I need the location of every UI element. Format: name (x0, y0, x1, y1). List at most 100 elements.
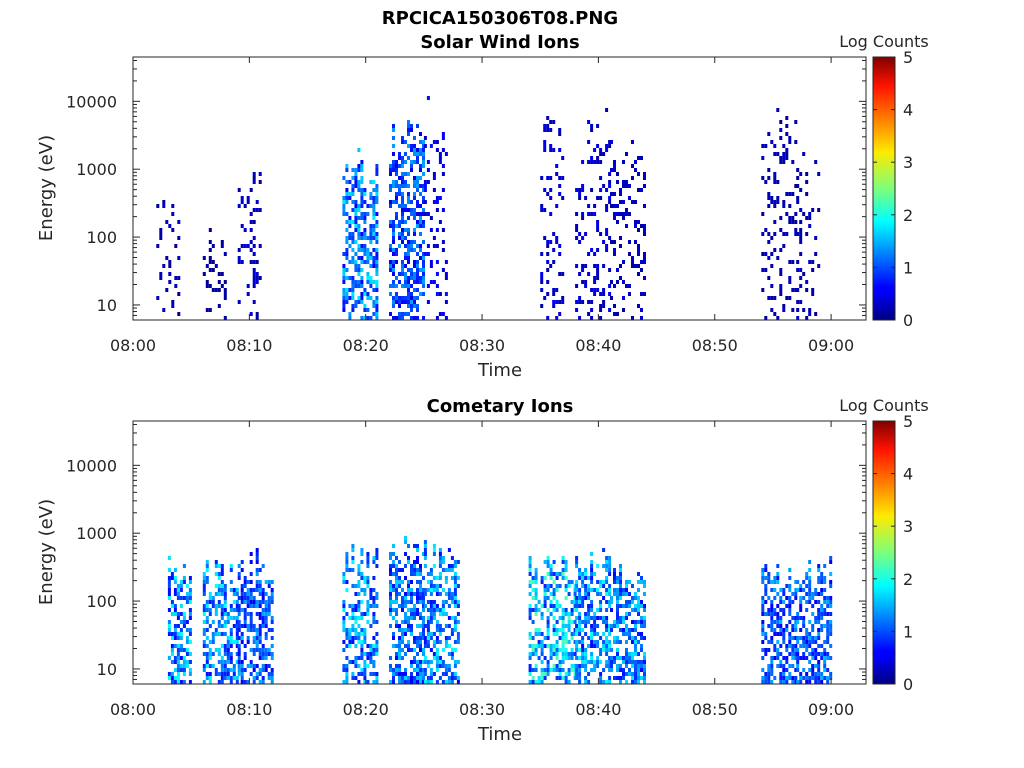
heat-cell (438, 572, 442, 576)
heat-cell (590, 288, 594, 292)
heat-cell (546, 660, 550, 664)
heat-cell (267, 584, 271, 588)
heat-cell (249, 560, 253, 564)
heat-cell (372, 620, 376, 624)
heat-cell (348, 244, 352, 248)
heat-cell (441, 164, 445, 168)
heat-cell (363, 232, 367, 236)
heat-cell (820, 604, 824, 608)
heat-cell (217, 620, 221, 624)
heat-cell (211, 636, 215, 640)
heat-cell (372, 312, 376, 316)
heat-cell (817, 600, 821, 604)
heat-cell (767, 176, 771, 180)
heat-cell (261, 588, 265, 592)
heat-cell (205, 564, 209, 568)
heat-cell (619, 616, 622, 620)
heat-cell (398, 232, 401, 236)
heat-cell (587, 592, 591, 596)
heat-cell (543, 128, 547, 132)
heat-cell (767, 276, 771, 280)
x-tick-label: 08:10 (226, 700, 272, 719)
heat-cell (363, 212, 367, 216)
heat-cell (558, 128, 562, 132)
heat-cell (351, 568, 355, 572)
heat-cell (534, 592, 538, 596)
heat-cell (229, 652, 233, 656)
heat-cell (613, 620, 616, 624)
heat-cell (267, 596, 271, 600)
heat-cell (450, 568, 454, 572)
heat-cell (543, 576, 547, 580)
heat-cell (564, 568, 568, 572)
heat-cell (258, 172, 262, 176)
heat-cell (640, 620, 643, 624)
heat-cell (372, 300, 376, 304)
heat-cell (608, 568, 612, 572)
heat-cell (220, 668, 224, 672)
heat-cell (767, 672, 771, 676)
heat-cell (246, 196, 250, 200)
heat-cell (395, 576, 398, 580)
heat-cell (413, 604, 416, 608)
heat-cell (249, 228, 253, 232)
heat-cell (619, 640, 622, 644)
heat-cell (237, 664, 241, 668)
heat-cell (432, 244, 436, 248)
heat-cell (211, 652, 215, 656)
heat-cell (540, 652, 544, 656)
heat-cell (640, 604, 643, 608)
heat-cell (372, 660, 376, 664)
heat-cell (782, 592, 786, 596)
heat-cell (779, 160, 783, 164)
heat-cell (590, 656, 594, 660)
heat-cell (229, 636, 233, 640)
heat-cell (796, 300, 800, 304)
heat-cell (360, 176, 364, 180)
heat-cell (249, 672, 253, 676)
heat-cell (587, 608, 591, 612)
heat-cell (369, 596, 373, 600)
heat-cell (584, 656, 588, 660)
heat-cell (398, 304, 401, 308)
heat-cell (375, 552, 379, 556)
heat-cell (587, 636, 591, 640)
heat-cell (202, 272, 206, 276)
heat-cell (578, 640, 582, 644)
heat-cell (608, 144, 612, 148)
heat-cell (590, 636, 594, 640)
heat-cell (616, 668, 619, 672)
heat-cell (564, 640, 568, 644)
heat-cell (794, 668, 798, 672)
heat-cell (590, 628, 594, 632)
heat-cell (235, 628, 239, 632)
heat-cell (416, 636, 419, 640)
heat-cell (561, 612, 565, 616)
heat-cell (637, 632, 640, 636)
heat-cell (205, 616, 209, 620)
heat-cell (395, 584, 398, 588)
heat-cell (407, 624, 410, 628)
heat-cell (342, 176, 346, 180)
heat-cell (363, 244, 367, 248)
heat-cell (438, 632, 442, 636)
heat-cell (640, 224, 643, 228)
heat-cell (423, 588, 427, 592)
heat-cell (567, 652, 571, 656)
heat-cell (357, 180, 361, 184)
panel-title: Solar Wind Ions (420, 32, 579, 53)
heat-cell (345, 676, 349, 680)
heat-cell (357, 572, 361, 576)
heat-cell (267, 664, 271, 668)
heat-cell (811, 292, 815, 296)
heat-cell (534, 652, 538, 656)
heat-cell (628, 652, 631, 656)
heat-cell (593, 280, 597, 284)
heat-cell (223, 592, 227, 596)
heat-cell (796, 268, 800, 272)
heat-cell (237, 596, 241, 600)
heat-cell (578, 316, 582, 320)
heat-cell (342, 308, 346, 312)
heat-cell (561, 656, 565, 660)
heat-cell (575, 588, 579, 592)
